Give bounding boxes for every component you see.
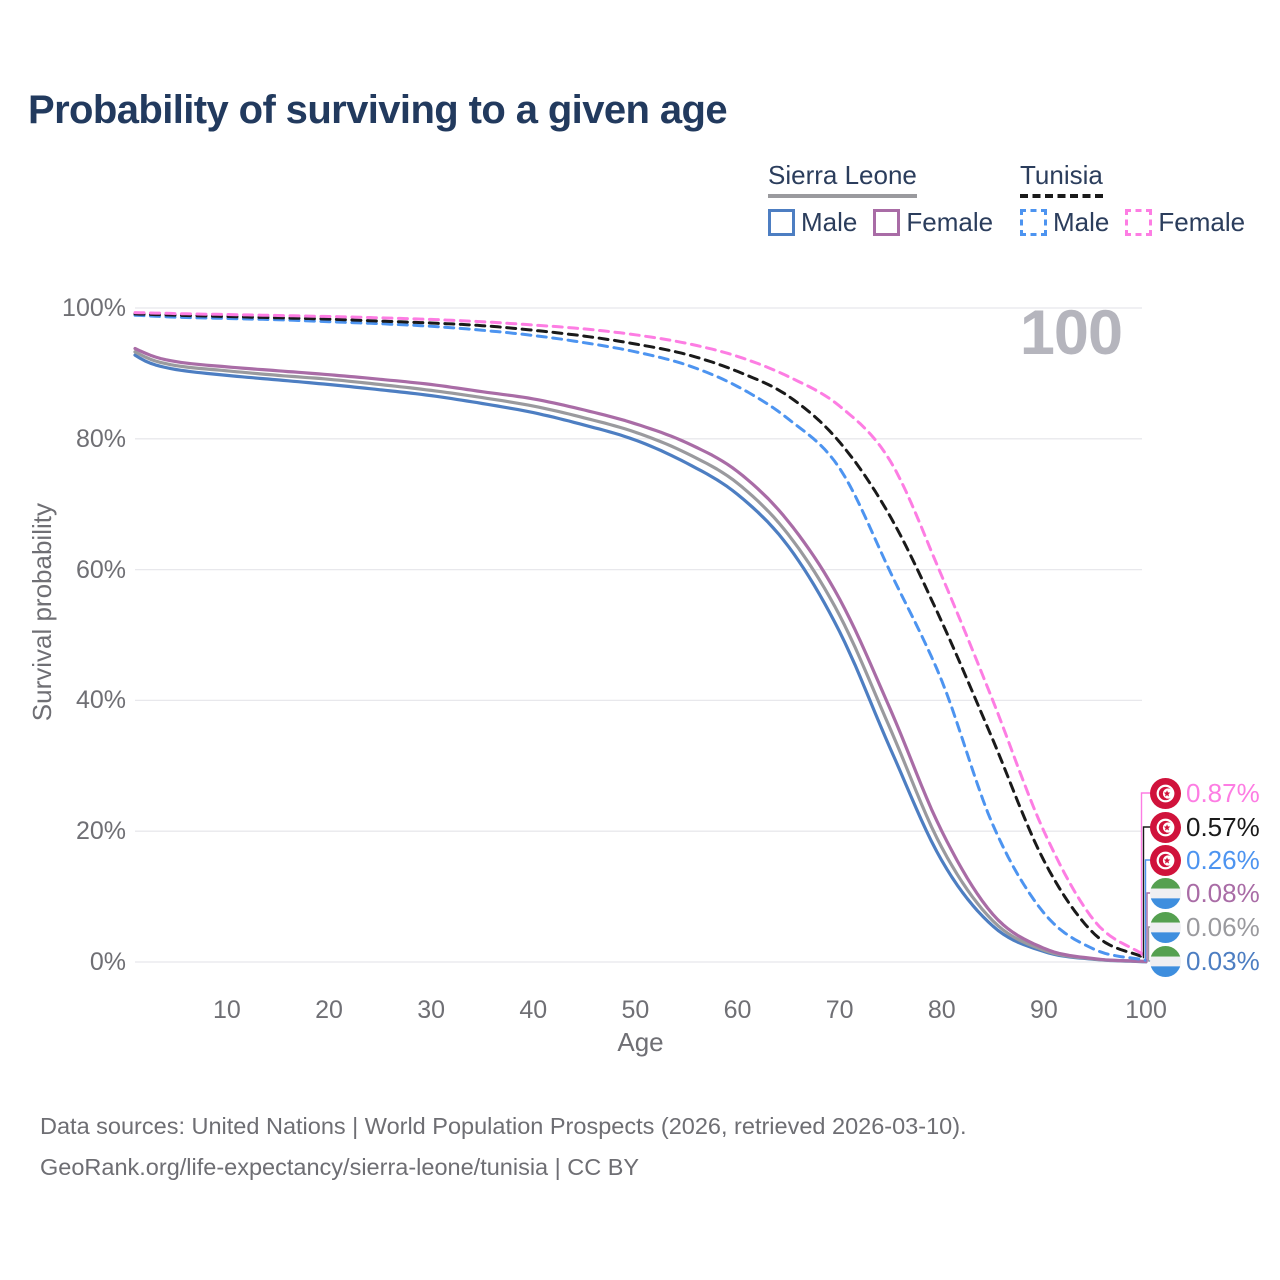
curve-sl-total[interactable]: Sierra Leone — Total bbox=[133, 350, 1148, 964]
legend-item-tn-male[interactable]: Male bbox=[1020, 207, 1109, 238]
tunisia-flag-icon bbox=[1150, 844, 1181, 876]
legend-item-label: Male bbox=[1053, 207, 1110, 237]
end-value-label-tn-female: 0.87% bbox=[1150, 776, 1260, 810]
sierra-leone-flag-icon bbox=[1150, 911, 1181, 943]
legend-group-sierra-leone: Sierra Leone Male Female bbox=[768, 160, 1009, 238]
curve-tn-male[interactable]: Tunisia — Male bbox=[133, 313, 1148, 962]
x-tick-label: 20 bbox=[315, 996, 343, 1024]
legend-row: Male Female bbox=[768, 207, 1009, 238]
legend-item-label: Female bbox=[1158, 207, 1246, 237]
end-value-text: 0.08% bbox=[1186, 877, 1260, 908]
end-value-label-sl-male: 0.03% bbox=[1150, 944, 1260, 978]
legend-country-tunisia[interactable]: Tunisia bbox=[1020, 160, 1103, 198]
x-tick-label: 10 bbox=[213, 996, 241, 1024]
legend-item-sl-female[interactable]: Female bbox=[873, 207, 993, 238]
x-tick-label: 60 bbox=[723, 996, 752, 1024]
legend-row: Male Female bbox=[1020, 207, 1261, 238]
end-value-text: 0.06% bbox=[1186, 911, 1260, 942]
legend-item-sl-male[interactable]: Male bbox=[768, 207, 857, 238]
x-tick-label: 50 bbox=[621, 996, 650, 1024]
connector-tn-total bbox=[1142, 826, 1151, 959]
end-value-label-tn-male: 0.26% bbox=[1150, 843, 1260, 877]
end-value-label-sl-female: 0.08% bbox=[1150, 876, 1260, 910]
y-tick-label: 0% bbox=[89, 948, 126, 976]
tunisia-flag-icon bbox=[1150, 811, 1181, 843]
data-sources-line: Data sources: United Nations | World Pop… bbox=[40, 1113, 967, 1139]
x-tick-label: 100 bbox=[1125, 996, 1167, 1024]
sl-female-swatch bbox=[873, 209, 901, 236]
y-tick-label: 20% bbox=[75, 817, 126, 846]
x-tick-label: 90 bbox=[1029, 996, 1058, 1024]
sl-male-swatch bbox=[768, 209, 795, 236]
curve-sl-female[interactable]: Sierra Leone — Female bbox=[133, 346, 1148, 964]
page-title: Probability of surviving to a given age bbox=[28, 88, 728, 132]
end-value-text: 0.03% bbox=[1186, 945, 1260, 976]
connector-tn-male bbox=[1144, 859, 1151, 961]
tn-male-swatch bbox=[1020, 209, 1047, 236]
connector-sl-female bbox=[1146, 892, 1151, 962]
y-axis-title: Survival probability bbox=[27, 503, 57, 722]
legend-group-tunisia: Tunisia Male Female bbox=[1020, 160, 1261, 238]
end-value-text: 0.26% bbox=[1186, 844, 1260, 875]
legend-country-sierra-leone[interactable]: Sierra Leone bbox=[768, 160, 917, 198]
end-value-text: 0.57% bbox=[1186, 811, 1260, 842]
tunisia-flag-icon bbox=[1150, 777, 1181, 809]
y-tick-label: 60% bbox=[75, 555, 126, 584]
x-axis-title: Age bbox=[617, 1027, 664, 1057]
end-value-label-tn-total: 0.57% bbox=[1150, 810, 1260, 844]
y-tick-label: 100% bbox=[62, 294, 126, 322]
sierra-leone-flag-icon bbox=[1150, 877, 1181, 909]
end-value-text: 0.87% bbox=[1186, 777, 1260, 808]
hover-age-watermark: 100 bbox=[1019, 298, 1123, 368]
legend-item-label: Male bbox=[801, 207, 858, 237]
x-tick-label: 30 bbox=[417, 996, 446, 1024]
legend-country-label: Tunisia bbox=[1020, 160, 1103, 190]
sierra-leone-flag-icon bbox=[1150, 945, 1181, 977]
legend-country-label: Sierra Leone bbox=[768, 160, 917, 190]
end-value-label-sl-total: 0.06% bbox=[1150, 910, 1260, 944]
x-tick-label: 70 bbox=[825, 996, 854, 1024]
y-tick-label: 40% bbox=[75, 686, 126, 715]
tunisia-dashed-line-swatch bbox=[1020, 194, 1103, 198]
curve-tn-total[interactable]: Tunisia — Total bbox=[133, 312, 1148, 960]
legend-item-label: Female bbox=[906, 207, 994, 237]
curve-tn-female[interactable]: Tunisia — Female bbox=[133, 311, 1148, 958]
curve-sl-male[interactable]: Sierra Leone — Male bbox=[133, 353, 1148, 964]
sierra-leone-solid-line-swatch bbox=[768, 194, 917, 198]
source-attribution: Data sources: United Nations | World Pop… bbox=[40, 1106, 967, 1188]
x-tick-label: 40 bbox=[519, 996, 548, 1024]
tn-female-swatch bbox=[1125, 209, 1153, 236]
connector-tn-female bbox=[1140, 792, 1151, 957]
license-line: GeoRank.org/life-expectancy/sierra-leone… bbox=[40, 1154, 640, 1180]
legend-item-tn-female[interactable]: Female bbox=[1125, 207, 1245, 238]
x-tick-label: 80 bbox=[927, 996, 956, 1024]
y-tick-label: 80% bbox=[75, 424, 126, 453]
